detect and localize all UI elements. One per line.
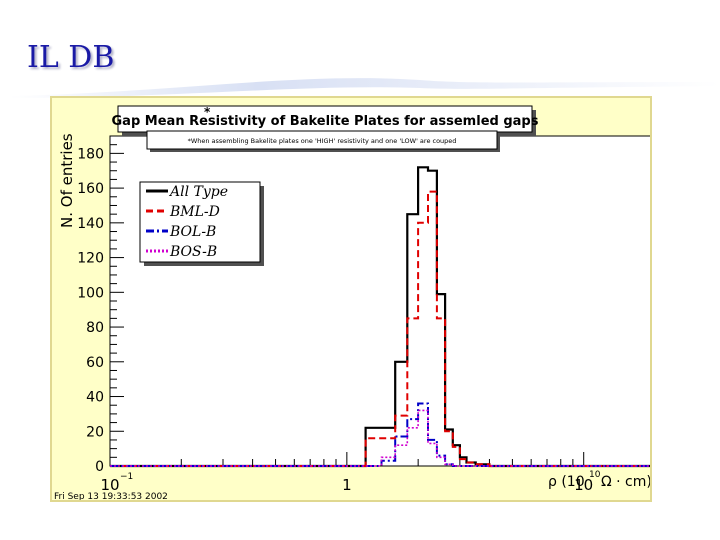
x-axis-label-text: ρ (10 (548, 474, 585, 490)
note-box (146, 130, 498, 150)
y-tick-label: 140 (77, 216, 104, 232)
y-tick-label: 60 (86, 355, 104, 371)
title-marker: * (204, 105, 211, 119)
y-axis-label: N. Of entries (58, 133, 76, 228)
svg-text:ρ (10: ρ (10 (548, 474, 585, 490)
slide-title: IL DB (27, 40, 115, 75)
legend-label: BOL-B (169, 224, 216, 240)
legend-label: BOS-B (169, 244, 217, 260)
chart-note: *When assembling Bakelite plates one 'HI… (188, 137, 457, 145)
y-tick-label: 180 (77, 146, 104, 162)
x-axis-label: ρ (10 10 Ω · cm) (548, 470, 652, 490)
histogram-series (110, 166, 655, 468)
histogram-chart: N. Of entries 0 20 40 60 80 100 120 140 160 180 1… (54, 105, 656, 502)
series-line-bos-b (110, 409, 655, 467)
title-box (117, 105, 533, 133)
y-tick-label: 20 (86, 424, 104, 440)
y-tick-label: 80 (86, 320, 104, 336)
x-tick-label: 1 (342, 476, 352, 494)
legend-label: All Type (168, 184, 228, 200)
legend (139, 181, 261, 263)
x-tick-exponent: −1 (120, 472, 133, 482)
y-tick-label: 0 (95, 459, 104, 475)
y-axis-ticks: 0 20 40 60 80 100 120 140 160 180 (77, 144, 124, 475)
x-tick-label: 10 (100, 476, 119, 494)
x-axis-ticks: 10 −1 1 10 (100, 452, 656, 494)
legend-label: BML-D (169, 204, 220, 220)
timestamp: Fri Sep 13 19:33:53 2002 (54, 492, 168, 500)
y-tick-label: 40 (86, 390, 104, 406)
x-axis-label-unit: Ω · cm) (601, 474, 650, 490)
x-tick-label: 10 (574, 476, 593, 494)
legend-items: All Type BML-D BOL-B BOS-B (146, 184, 228, 260)
y-tick-label: 100 (77, 285, 104, 301)
title-underline-swoosh (10, 78, 720, 98)
plot-frame: N. Of entries 0 20 40 60 80 100 120 140 160 180 1… (50, 96, 656, 502)
chart-title: Gap Mean Resistivity of Bakelite Plates … (112, 114, 539, 129)
y-tick-label: 120 (77, 251, 104, 267)
x-axis-label-exponent: 10 (589, 470, 601, 480)
y-tick-label: 160 (77, 181, 104, 197)
